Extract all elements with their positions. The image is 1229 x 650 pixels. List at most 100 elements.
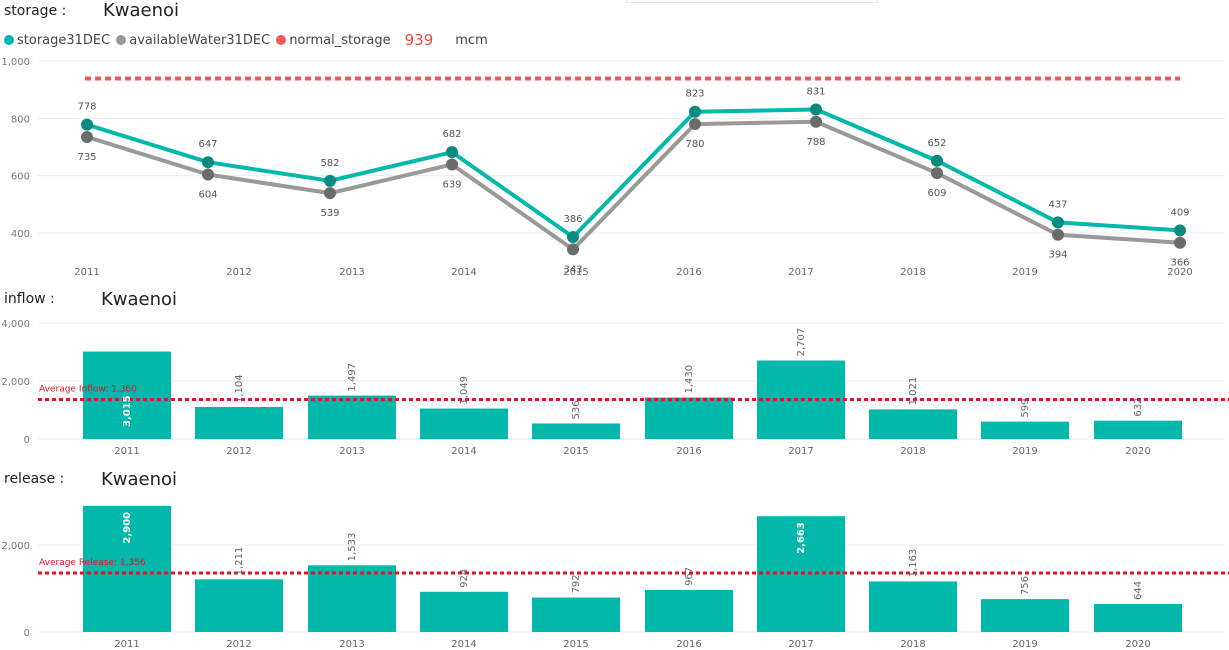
storage-ytick-label: 400	[11, 229, 30, 240]
storage-data-label: 682	[442, 129, 461, 140]
inflow-data-label: 1,430	[684, 365, 695, 394]
inflow-bar	[645, 397, 733, 439]
legend-dot-red	[276, 35, 287, 45]
release-xtick-label: 2011	[114, 639, 139, 650]
inflow-data-label: 1,104	[234, 374, 245, 403]
release-bar	[420, 591, 508, 632]
inflow-data-label: 1,021	[908, 377, 919, 406]
storage-data-label: 831	[806, 86, 825, 97]
storage-legend: storage31DEC availableWater31DEC normal_…	[4, 31, 488, 49]
available-water-line	[86, 119, 1181, 252]
unit-label: mcm	[455, 32, 488, 48]
storage-xtick-label: 2019	[1012, 267, 1037, 278]
legend-item-availablewater31dec[interactable]: availableWater31DEC	[116, 33, 270, 48]
release-chart-title: Kwaenoi	[101, 469, 178, 490]
storage-point	[1052, 216, 1064, 229]
inflow-xtick-label: 2013	[339, 446, 364, 457]
inflow-data-label: 3,015	[122, 395, 133, 427]
storage-data-label: 823	[685, 89, 704, 100]
legend-dot-gray	[116, 35, 127, 45]
available-water-point	[81, 130, 93, 143]
storage-point	[202, 156, 214, 169]
storage-data-label: 778	[77, 102, 96, 113]
available-water-point	[567, 243, 579, 256]
inflow-xtick-label: 2011	[114, 446, 139, 457]
storage-point	[810, 103, 822, 116]
release-data-label: 1,533	[347, 533, 358, 562]
inflow-xtick-label: 2019	[1012, 446, 1037, 457]
inflow-xtick-label: 2015	[563, 446, 588, 457]
release-data-label: 1,163	[908, 549, 919, 578]
storage-xtick-label: 2020	[1167, 267, 1192, 278]
storage-data-label: 437	[1048, 199, 1067, 210]
release-data-label: 924	[459, 569, 470, 588]
storage-xtick-label: 2015	[563, 267, 588, 278]
release-xtick-label: 2014	[451, 639, 476, 650]
inflow-xtick-label: 2014	[451, 446, 476, 457]
inflow-data-label: 1,497	[347, 363, 358, 392]
inflow-bar	[981, 421, 1069, 439]
storage-xtick-label: 2016	[676, 267, 701, 278]
legend-label: normal_storage	[289, 32, 391, 48]
storage-point	[446, 146, 458, 159]
inflow-ytick-label: 2,000	[1, 377, 30, 388]
storage-ytick-label: 800	[11, 114, 30, 125]
storage-point	[931, 154, 943, 167]
storage-ytick-label: 600	[11, 172, 30, 183]
release-bar	[532, 597, 620, 632]
inflow-chart-title: Kwaenoi	[101, 289, 178, 310]
release-bar	[645, 589, 733, 632]
inflow-bar	[869, 409, 957, 439]
storage-xtick-label: 2018	[900, 267, 925, 278]
release-ytick-label: 2,000	[1, 541, 30, 552]
inflow-xtick-label: 2017	[788, 446, 813, 457]
available-water-data-label: 735	[77, 152, 96, 163]
inflow-data-label: 2,707	[796, 328, 807, 357]
legend-item-storage31dec[interactable]: storage31DEC	[4, 33, 110, 48]
storage-xtick-label: 2014	[451, 267, 476, 278]
filter-box	[626, 0, 878, 3]
release-xtick-label: 2015	[563, 639, 588, 650]
available-water-data-label: 394	[1048, 250, 1067, 261]
release-data-label: 1,211	[234, 547, 245, 576]
storage-ytick-label: 1,000	[1, 57, 30, 68]
storage-point	[567, 231, 579, 244]
storage-section-label: storage :	[4, 3, 67, 19]
legend-label: availableWater31DEC	[129, 32, 271, 48]
inflow-xtick-label: 2018	[900, 446, 925, 457]
inflow-bar	[420, 408, 508, 439]
release-xtick-label: 2013	[339, 639, 364, 650]
inflow-data-label: 632	[1133, 398, 1144, 417]
release-xtick-label: 2017	[788, 639, 813, 650]
release-bar	[83, 505, 171, 632]
inflow-section-label: inflow :	[4, 291, 55, 307]
storage-data-label: 647	[198, 139, 217, 150]
storage-xtick-label: 2012	[226, 267, 251, 278]
release-bar	[981, 599, 1069, 632]
storage-line	[86, 107, 1181, 240]
release-data-label: 792	[571, 574, 582, 593]
available-water-point	[689, 118, 701, 131]
release-data-label: 644	[1133, 581, 1144, 600]
inflow-ytick-label: 4,000	[1, 319, 30, 330]
available-water-data-label: 788	[806, 137, 825, 148]
release-xtick-label: 2018	[900, 639, 925, 650]
release-bar	[869, 581, 957, 632]
available-water-data-label: 343	[563, 264, 582, 275]
legend-item-normal-storage[interactable]: normal_storage	[276, 32, 391, 48]
inflow-bar	[195, 406, 283, 439]
inflow-data-label: 536	[571, 400, 582, 419]
storage-point	[689, 105, 701, 118]
inflow-average-label: Average Inflow: 1,360	[39, 385, 137, 395]
release-ytick-label: 0	[24, 628, 30, 639]
legend-dot-teal	[4, 35, 14, 45]
storage-point	[81, 118, 93, 131]
release-xtick-label: 2016	[676, 639, 701, 650]
release-xtick-label: 2012	[226, 639, 251, 650]
release-average-label: Average Release: 1,356	[39, 558, 146, 568]
storage-xtick-label: 2011	[74, 267, 99, 278]
storage-point	[1174, 224, 1186, 237]
release-data-label: 2,900	[122, 512, 133, 544]
storage-xtick-label: 2017	[788, 267, 813, 278]
